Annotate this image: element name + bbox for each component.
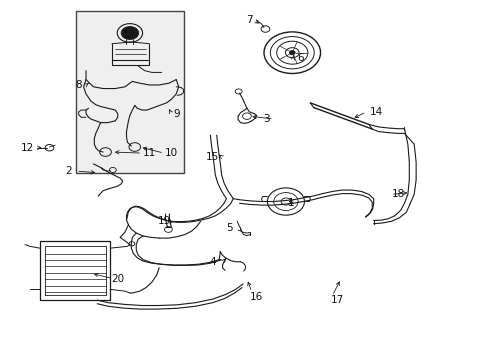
Text: 18: 18: [391, 189, 404, 199]
Text: 13: 13: [123, 30, 136, 40]
Text: 2: 2: [65, 166, 72, 176]
Text: 19: 19: [157, 216, 170, 226]
Text: 16: 16: [249, 292, 263, 302]
Text: 17: 17: [330, 295, 343, 305]
Text: 8: 8: [75, 80, 82, 90]
Text: 4: 4: [209, 257, 216, 267]
Text: 10: 10: [164, 148, 178, 158]
Text: 12: 12: [21, 143, 34, 153]
Text: 9: 9: [173, 109, 179, 119]
Text: 11: 11: [142, 148, 156, 158]
Text: 20: 20: [111, 274, 124, 284]
Text: 3: 3: [263, 114, 269, 124]
FancyBboxPatch shape: [76, 12, 183, 173]
Circle shape: [121, 27, 139, 40]
Circle shape: [289, 50, 295, 55]
Text: 6: 6: [297, 53, 303, 63]
Text: 5: 5: [226, 224, 233, 233]
Text: 15: 15: [206, 152, 219, 162]
Text: 1: 1: [287, 198, 294, 208]
Text: 14: 14: [369, 107, 382, 117]
Text: 7: 7: [245, 15, 252, 26]
